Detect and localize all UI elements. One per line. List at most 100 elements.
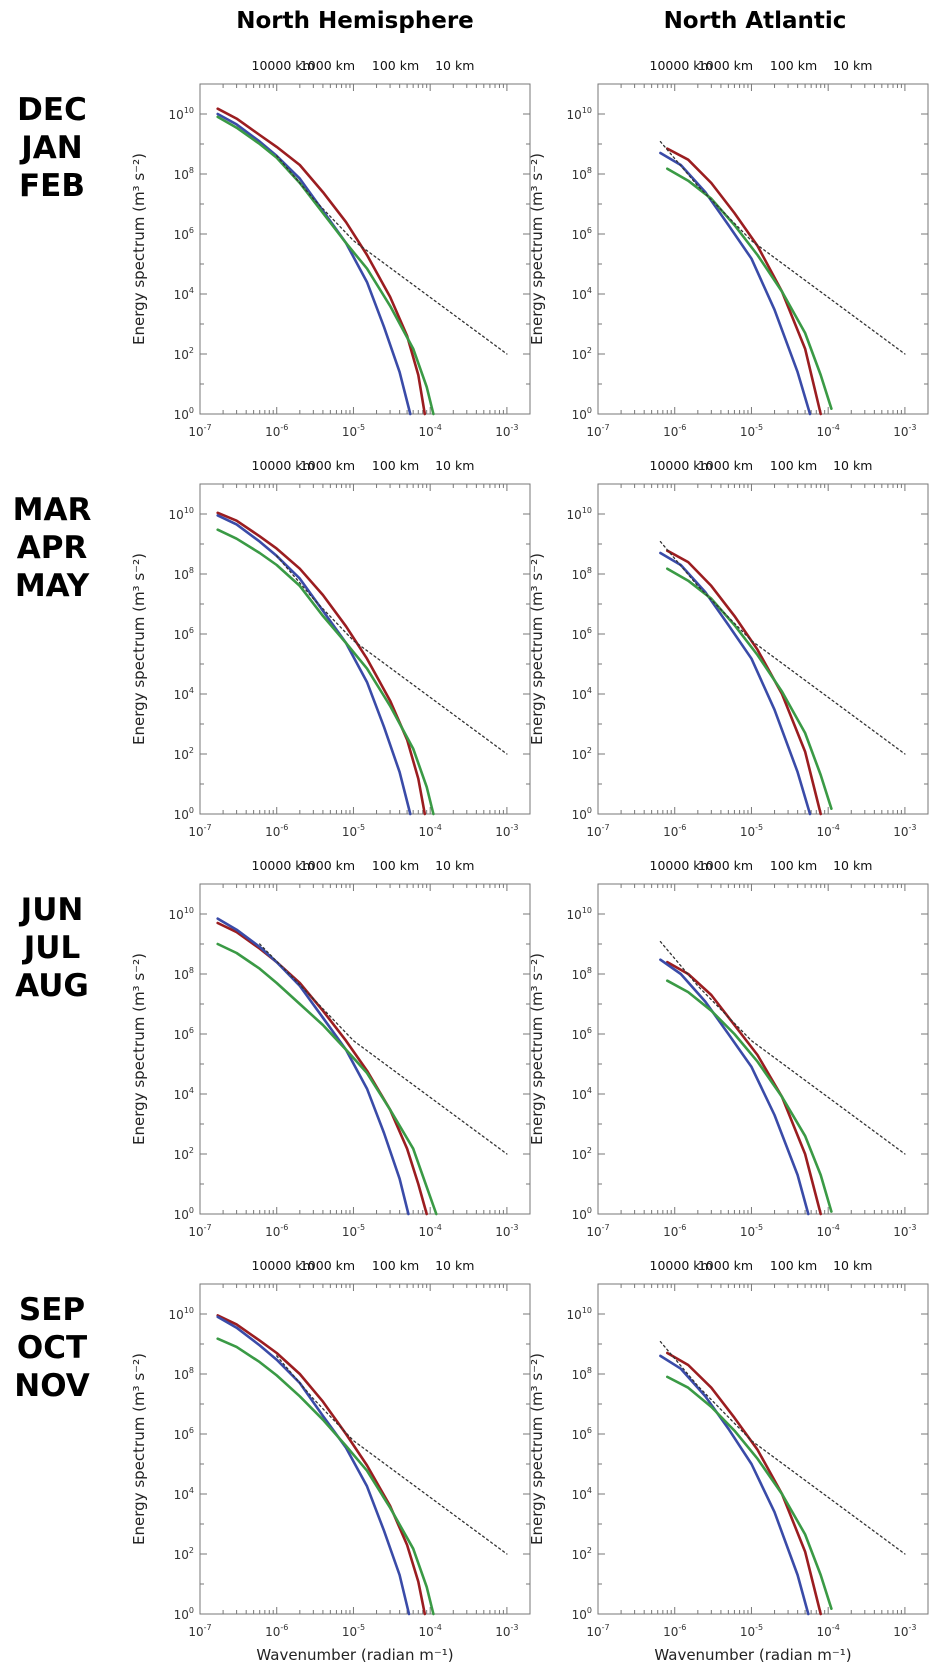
top-scale-label: 100 km [372,458,419,473]
x-tick-label: 10-6 [663,823,686,839]
x-tick-label: 10-7 [188,1223,211,1239]
y-axis-label: Energy spectrum (m³ s⁻²) [130,153,148,345]
season-month: JUN [19,892,84,928]
series-line-red [665,549,823,816]
x-tick-label: 10-3 [495,823,518,839]
reference-slope-line [659,540,906,755]
x-tick-label: 10-7 [188,423,211,439]
y-tick-label: 1010 [567,506,592,522]
series-line-red [216,1314,427,1616]
top-scale-label: 100 km [770,1258,817,1273]
series-line-blue [659,551,812,816]
y-tick-label: 104 [572,1086,592,1102]
top-scale-label: 100 km [770,858,817,873]
x-tick-label: 10-5 [342,1623,365,1639]
y-tick-label: 102 [174,1546,194,1562]
y-axis-label: Energy spectrum (m³ s⁻²) [130,1353,148,1545]
top-scale-label: 10000 km [650,858,713,873]
x-tick-label: 10-5 [740,1223,763,1239]
season-month: SEP [19,1292,85,1328]
y-tick-label: 102 [572,346,592,362]
top-scale-label: 100 km [770,458,817,473]
x-tick-label: 10-5 [740,823,763,839]
series-line-green [216,115,435,416]
series-line-green [665,167,833,411]
x-tick-label: 10-4 [817,423,840,439]
x-tick-label: 10-7 [586,1623,609,1639]
y-tick-label: 1010 [169,1306,194,1322]
season-month: NOV [14,1368,89,1404]
top-scale-label: 10 km [435,1258,474,1273]
x-tick-label: 10-5 [342,423,365,439]
y-axis-label: Energy spectrum (m³ s⁻²) [528,153,546,345]
y-axis-label: Energy spectrum (m³ s⁻²) [528,1353,546,1545]
x-tick-label: 10-6 [663,1623,686,1639]
y-tick-label: 104 [174,686,194,702]
series-line-green [216,942,438,1216]
top-scale-label: 10 km [833,858,872,873]
plot-frame [597,83,929,415]
series-line-green [665,567,833,811]
y-tick-label: 100 [174,1606,194,1622]
x-tick-label: 10-6 [265,1223,288,1239]
x-tick-label: 10-4 [817,1223,840,1239]
top-scale-label: 10 km [833,58,872,73]
y-tick-label: 106 [174,1426,194,1442]
reference-slope-line [259,943,508,1155]
column-title-north-hemisphere: North Hemisphere [236,8,474,34]
x-tick-label: 10-7 [188,823,211,839]
top-scale-label: 10000 km [650,58,713,73]
y-tick-label: 100 [572,406,592,422]
series-line-red [665,147,823,416]
y-tick-label: 104 [174,1486,194,1502]
y-tick-label: 104 [572,686,592,702]
series-line-green [216,528,435,816]
top-scale-label: 10000 km [252,458,315,473]
y-tick-label: 102 [174,1146,194,1162]
y-tick-label: 108 [174,1366,194,1382]
x-tick-label: 10-5 [740,1623,763,1639]
x-tick-label: 10-6 [265,423,288,439]
spectrum-panel: 10-7 10-6 10-5 10-4 10-3 100 102 104 106 108 1010 1… [130,458,531,839]
season-month: JUL [22,930,80,966]
y-axis-label: Energy spectrum (m³ s⁻²) [130,553,148,745]
y-tick-label: 104 [572,1486,592,1502]
plot-frame [597,883,929,1215]
x-tick-label: 10-4 [817,1623,840,1639]
season-month: APR [17,530,88,566]
top-scale-label: 100 km [372,858,419,873]
x-axis-label: Wavenumber (radian m⁻¹) [256,1646,453,1664]
y-tick-label: 106 [572,626,592,642]
plot-frame [597,483,929,815]
season-month: JAN [19,130,82,166]
y-tick-label: 100 [572,1206,592,1222]
series-line-blue [216,917,410,1216]
x-tick-label: 10-3 [893,423,916,439]
x-tick-label: 10-7 [586,823,609,839]
y-tick-label: 106 [572,1426,592,1442]
y-tick-label: 1010 [169,906,194,922]
series-line-green [665,1375,833,1610]
x-tick-label: 10-3 [495,1623,518,1639]
y-tick-label: 1010 [169,506,194,522]
x-tick-label: 10-7 [586,1223,609,1239]
series-line-blue [659,151,812,416]
series-line-red [216,107,427,416]
series-line-blue [216,514,412,816]
series-line-red [665,960,823,1216]
plot-frame [597,1283,929,1615]
y-axis-label: Energy spectrum (m³ s⁻²) [528,553,546,745]
series-line-blue [216,1315,411,1616]
season-month: DEC [17,92,87,128]
plot-frame [199,83,531,415]
top-scale-label: 100 km [372,1258,419,1273]
top-scale-label: 10000 km [650,1258,713,1273]
season-month: OCT [17,1330,87,1366]
y-tick-label: 104 [174,1086,194,1102]
y-tick-label: 100 [572,1606,592,1622]
series-line-red [665,1351,823,1616]
